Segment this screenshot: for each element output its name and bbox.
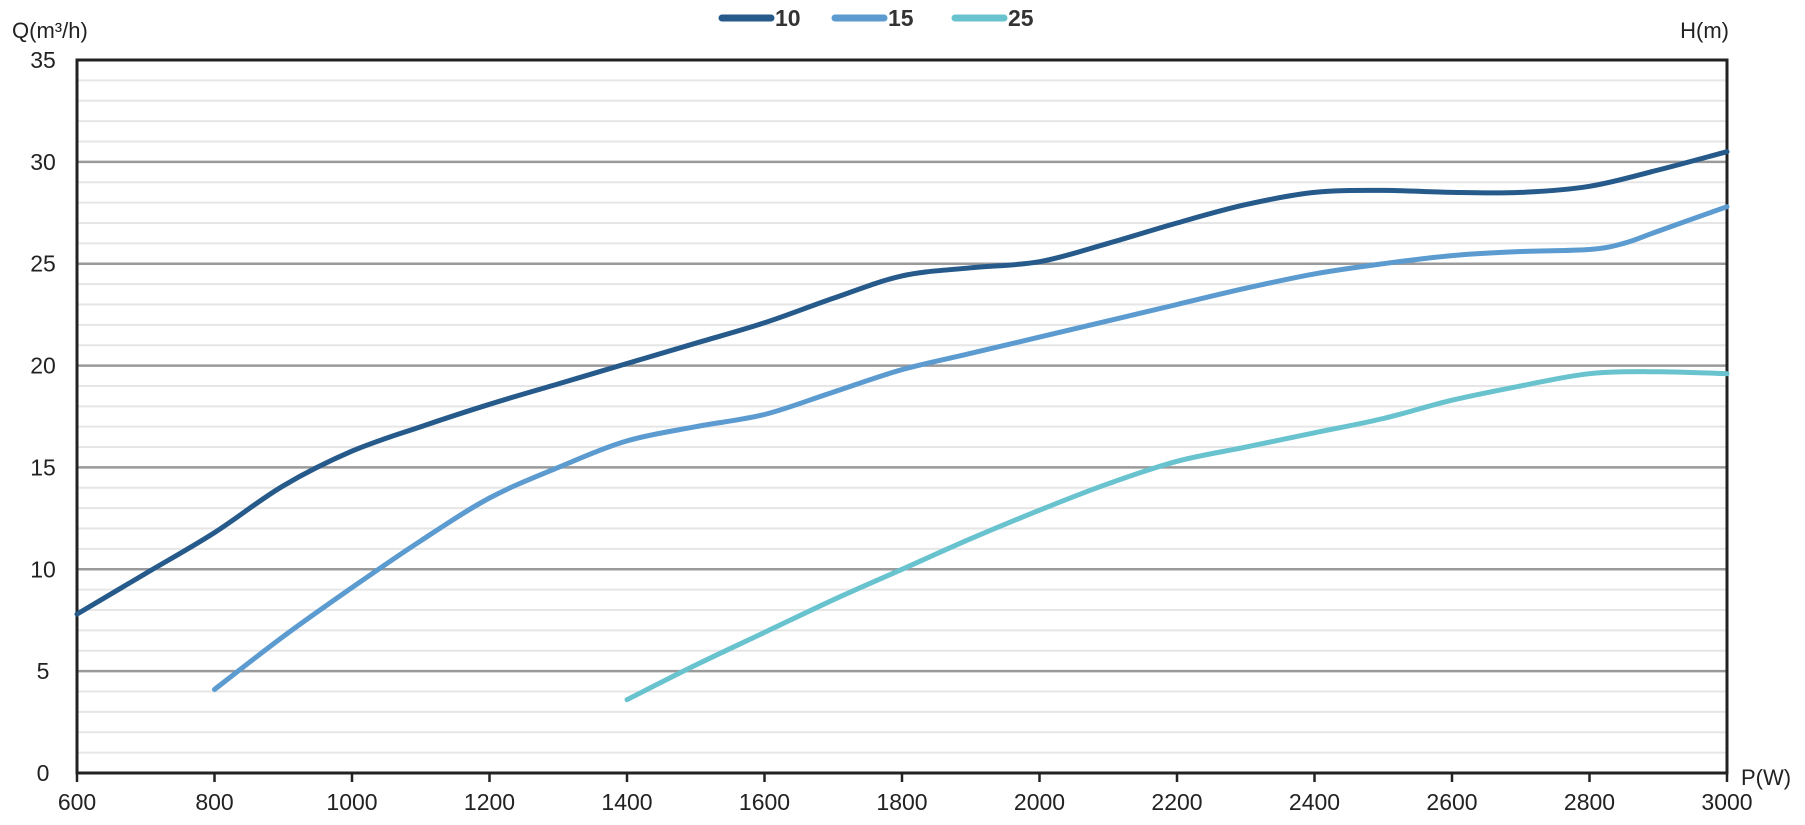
series-line-25 [624,369,1730,703]
x-tick-label: 600 [58,789,96,815]
x-tick-label: 2600 [1426,789,1477,815]
tick-layer: 600 800 1000 1200 1400 1600 1800 2000 2200 2400 26… [30,47,1752,815]
secondary-y-axis-label: H(m) [1680,18,1729,43]
x-tick-label: 1400 [601,789,652,815]
x-tick-label: 2800 [1564,789,1615,815]
grid-layer [77,79,1727,754]
legend-label-15: 15 [888,5,914,31]
x-tick-label: 2400 [1289,789,1340,815]
y-tick-label: 30 [30,149,56,175]
series-layer [74,149,1730,703]
x-tick-label: 1800 [876,789,927,815]
x-tick-label: 800 [195,789,233,815]
x-tick-label: 1600 [739,789,790,815]
y-tick-label: 0 [37,760,50,786]
y-tick-label: 25 [30,251,56,277]
x-tick-label: 2000 [1014,789,1065,815]
y-tick-label: 5 [37,658,50,684]
x-tick-label: 1000 [326,789,377,815]
x-axis-label: P(W) [1741,765,1791,790]
x-tick-label: 1200 [464,789,515,815]
y-tick-label: 15 [30,454,56,480]
plot-frame [75,58,1729,775]
x-tick-label: 2200 [1151,789,1202,815]
y-tick-label: 35 [30,47,56,73]
legend: 10 15 25 [718,5,1034,31]
series-line-15 [212,204,1730,692]
series-line-10 [74,149,1730,617]
y-tick-label: 10 [30,556,56,582]
legend-label-10: 10 [775,5,801,31]
legend-label-25: 25 [1008,5,1034,31]
y-axis-label: Q(m³/h) [12,18,88,43]
x-tick-label: 3000 [1701,789,1752,815]
y-tick-label: 20 [30,353,56,379]
